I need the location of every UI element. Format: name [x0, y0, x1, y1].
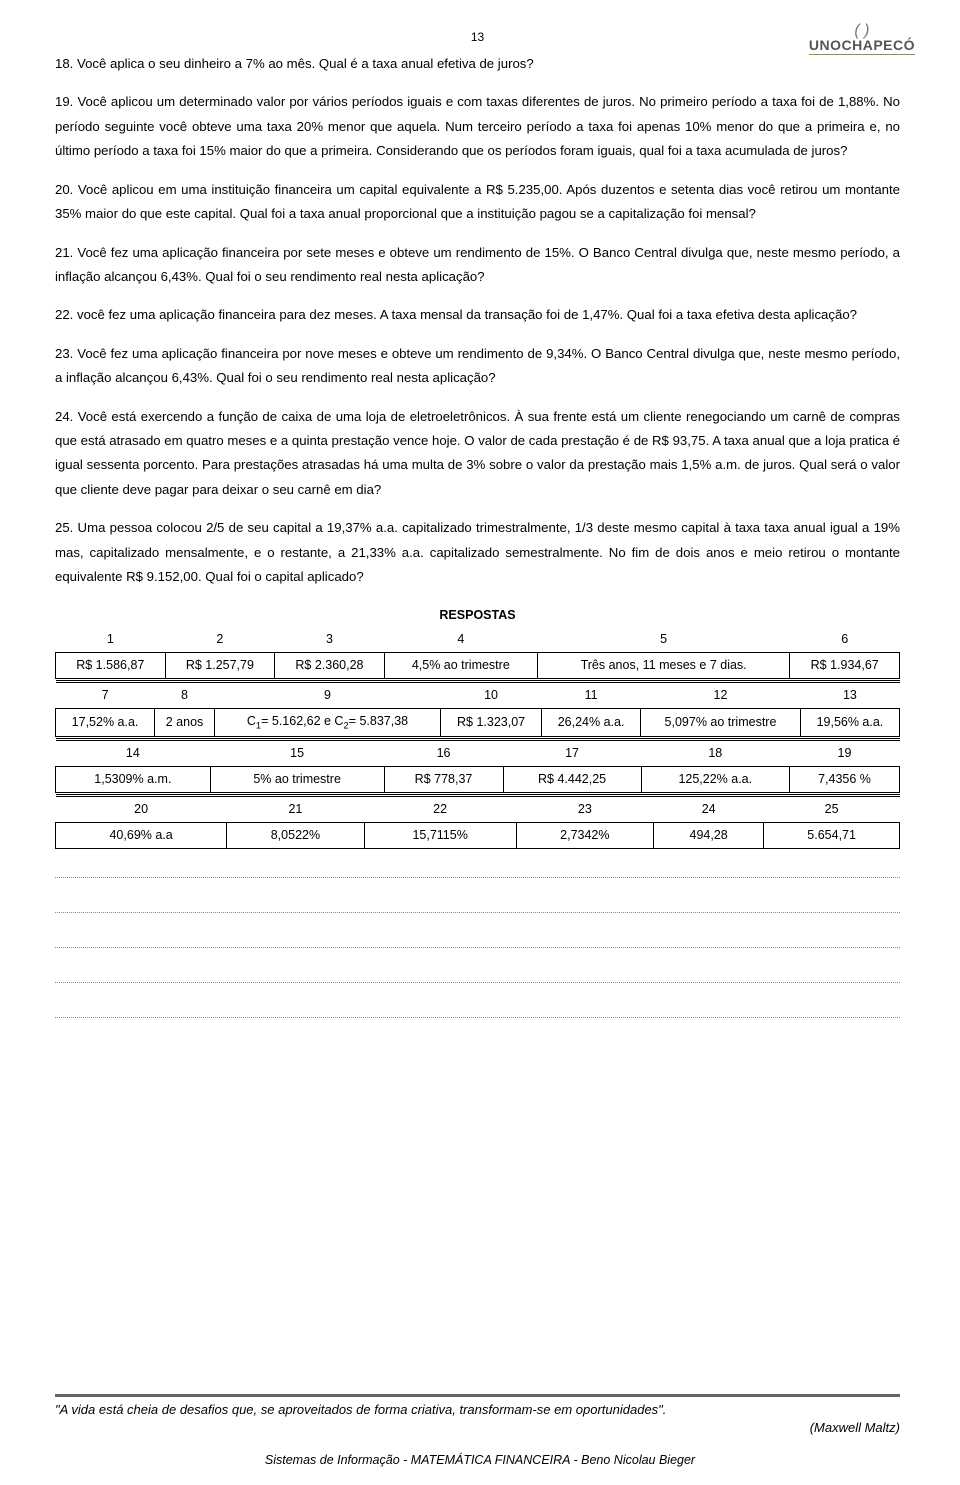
quote-author: (Maxwell Maltz) [55, 1419, 900, 1437]
answer-header: 18 [641, 739, 789, 766]
answer-cell: R$ 1.586,87 [56, 652, 166, 678]
answers-block-3: 14 15 16 17 18 19 1,5309% a.m. 5% ao tri… [55, 738, 900, 793]
answer-cell: R$ 2.360,28 [275, 652, 385, 678]
logo: ( ) UNOCHAPECÓ [809, 22, 915, 55]
answer-header: 13 [800, 681, 899, 708]
answer-cell: 8,0522% [227, 823, 364, 849]
answer-cell: R$ 4.442,25 [503, 767, 641, 793]
page-number: 13 [55, 30, 900, 44]
answer-cell: 15,7115% [364, 823, 516, 849]
question-24: 24. Você está exercendo a função de caix… [55, 405, 900, 503]
answer-header: 16 [384, 739, 503, 766]
answers-block-1: 1 2 3 4 5 6 R$ 1.586,87 R$ 1.257,79 R$ 2… [55, 627, 900, 679]
answer-header: 15 [210, 739, 384, 766]
answer-cell: 7,4356 % [789, 767, 899, 793]
question-20: 20. Você aplicou em uma instituição fina… [55, 178, 900, 227]
question-22: 22. você fez uma aplicação financeira pa… [55, 303, 900, 327]
answer-header: 19 [789, 739, 899, 766]
question-25: 25. Uma pessoa colocou 2/5 de seu capita… [55, 516, 900, 589]
answer-header: 8 [155, 681, 215, 708]
answer-cell: Três anos, 11 meses e 7 dias. [537, 652, 790, 678]
answer-header: 14 [56, 739, 211, 766]
answer-cell: 1,5309% a.m. [56, 767, 211, 793]
answer-header: 1 [56, 627, 166, 653]
document-body: 18. Você aplica o seu dinheiro a 7% ao m… [55, 52, 900, 1018]
question-21: 21. Você fez uma aplicação financeira po… [55, 241, 900, 290]
answer-cell: 125,22% a.a. [641, 767, 789, 793]
question-18: 18. Você aplica o seu dinheiro a 7% ao m… [55, 52, 900, 76]
answer-cell: R$ 1.257,79 [165, 652, 275, 678]
question-23: 23. Você fez uma aplicação financeira po… [55, 342, 900, 391]
question-19: 19. Você aplicou um determinado valor po… [55, 90, 900, 163]
answer-cell: C1= 5.162,62 e C2= 5.837,38 [214, 709, 440, 737]
answer-cell: 26,24% a.a. [542, 709, 641, 737]
quote-text: "A vida está cheia de desafios que, se a… [55, 1401, 900, 1419]
answer-header: 11 [542, 681, 641, 708]
logo-brand: UNOCHAPECÓ [809, 37, 915, 55]
answer-header: 3 [275, 627, 385, 653]
answer-cell: 19,56% a.a. [800, 709, 899, 737]
answer-cell: R$ 1.323,07 [441, 709, 542, 737]
answer-header: 24 [654, 796, 764, 823]
answer-cell: 2 anos [155, 709, 215, 737]
answer-cell: 40,69% a.a [56, 823, 227, 849]
answers-title: RESPOSTAS [55, 604, 900, 627]
answer-cell: 5.654,71 [764, 823, 900, 849]
answer-cell: 17,52% a.a. [56, 709, 155, 737]
answer-header: 5 [537, 627, 790, 653]
answer-cell: 494,28 [654, 823, 764, 849]
answer-cell: 5,097% ao trimestre [641, 709, 801, 737]
quote-section: "A vida está cheia de desafios que, se a… [55, 1394, 900, 1437]
answer-header: 4 [384, 627, 537, 653]
answer-cell: 5% ao trimestre [210, 767, 384, 793]
answer-cell: R$ 1.934,67 [790, 652, 900, 678]
answer-header: 7 [56, 681, 155, 708]
answer-header: 20 [56, 796, 227, 823]
answers-block-2: 7 8 9 10 11 12 13 17,52% a.a. 2 anos C1=… [55, 680, 900, 737]
blank-lines [55, 877, 900, 1018]
answer-header: 22 [364, 796, 516, 823]
answer-header: 25 [764, 796, 900, 823]
answer-header: 6 [790, 627, 900, 653]
answer-header: 2 [165, 627, 275, 653]
page-footer: Sistemas de Informação - MATEMÁTICA FINA… [0, 1453, 960, 1467]
answer-header: 23 [516, 796, 653, 823]
answer-header: 17 [503, 739, 641, 766]
answer-header: 21 [227, 796, 364, 823]
answer-cell: 4,5% ao trimestre [384, 652, 537, 678]
answer-cell: R$ 778,37 [384, 767, 503, 793]
answers-block-4: 20 21 22 23 24 25 40,69% a.a 8,0522% 15,… [55, 794, 900, 849]
answer-cell: 2,7342% [516, 823, 653, 849]
answer-header: 12 [641, 681, 801, 708]
answer-header: 10 [441, 681, 542, 708]
answer-header: 9 [214, 681, 440, 708]
